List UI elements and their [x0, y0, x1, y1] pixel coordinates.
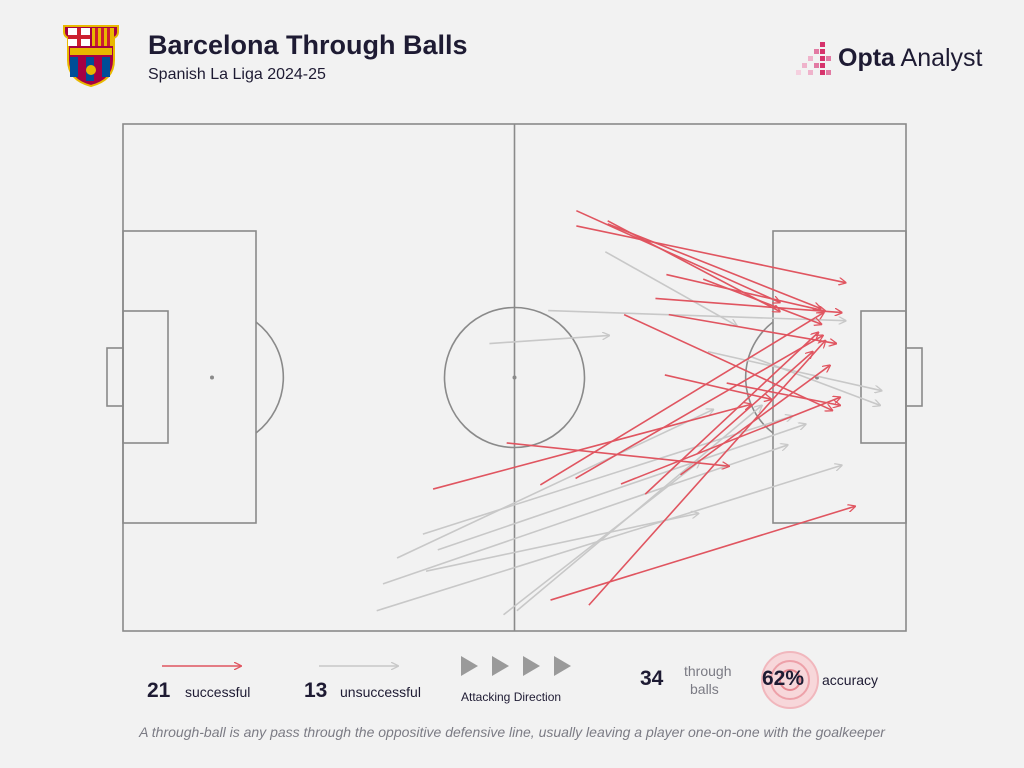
- accuracy-label: accuracy: [822, 672, 879, 688]
- left-six-yard-box: [122, 310, 169, 444]
- successful-pass-arrow-3: [576, 225, 845, 283]
- opta-analyst-logo: Opta Analyst: [796, 38, 983, 78]
- successful-pass-arrow-16: [588, 340, 825, 606]
- total-label-line2: balls: [690, 681, 719, 697]
- successful-pass-arrow-20: [696, 352, 813, 455]
- right-penalty-arc: [744, 321, 774, 434]
- barcelona-crest-icon: [63, 25, 119, 88]
- right-goal: [905, 347, 923, 407]
- total-label-line1: through: [684, 663, 732, 679]
- unsuccessful-pass-arrow-32: [425, 513, 698, 572]
- successful-count: 21: [147, 679, 171, 702]
- unsuccessful-pass-arrow-25: [707, 350, 882, 391]
- attacking-direction-icon: [461, 656, 571, 676]
- accuracy-value: 62%: [762, 667, 805, 690]
- unsuccessful-pass-arrow-34: [516, 405, 762, 612]
- unsuccessful-pass-arrow-24: [489, 335, 609, 345]
- successful-pass-arrow-5: [666, 273, 825, 312]
- successful-pass-arrow-4: [607, 223, 821, 309]
- unsuccessful-label: unsuccessful: [340, 684, 421, 700]
- page-title: Barcelona Through Balls: [148, 30, 468, 60]
- centre-spot: [512, 375, 517, 380]
- successful-pass-arrow-14: [539, 313, 823, 486]
- unsuccessful-pass-arrow-29: [437, 424, 806, 551]
- successful-pass-arrow-7: [702, 278, 821, 324]
- successful-pass-arrow-15: [575, 335, 823, 480]
- unsuccessful-pass-arrow-30: [382, 445, 788, 585]
- footnote: A through-ball is any pass through the o…: [139, 724, 885, 740]
- successful-pass-arrow-12: [432, 404, 751, 490]
- successful-pass-arrow-21: [550, 506, 856, 601]
- left-penalty-spot: [210, 375, 214, 380]
- successful-pass-arrow-1: [576, 209, 780, 303]
- left-goal: [106, 347, 124, 407]
- attacking-direction-label: Attacking Direction: [461, 690, 562, 704]
- page-subtitle: Spanish La Liga 2024-25: [148, 66, 326, 83]
- unsuccessful-pass-arrow-22: [604, 251, 737, 326]
- centre-circle: [443, 306, 586, 449]
- successful-pass-arrow-11: [726, 382, 841, 405]
- unsuccessful-pass-arrow-23: [548, 309, 846, 321]
- passes-layer: [376, 209, 882, 616]
- left-penalty-arc: [255, 321, 285, 434]
- successful-label: successful: [185, 684, 251, 700]
- successful-pass-arrow-10: [664, 374, 771, 399]
- accuracy-target-icon: [761, 651, 819, 709]
- successful-pass-arrow-6: [655, 297, 841, 312]
- total-count: 34: [640, 667, 664, 690]
- right-six-yard-box: [860, 310, 907, 444]
- unsuccessful-count: 13: [304, 679, 328, 702]
- pitch-lines: [106, 123, 923, 632]
- opta-pixel-icon: [796, 42, 831, 75]
- brand-name-light: Analyst: [894, 43, 983, 72]
- brand-name-bold: Opta: [838, 43, 895, 72]
- successful-pass-arrow-8: [668, 313, 837, 344]
- unsuccessful-pass-arrow-31: [376, 465, 842, 612]
- left-penalty-area: [122, 230, 257, 524]
- successful-pass-arrow-19: [680, 365, 830, 476]
- unsuccessful-pass-arrow-28: [422, 416, 793, 535]
- successful-pass-arrow-18: [644, 332, 818, 495]
- unsuccessful-pass-arrow-27: [396, 409, 713, 559]
- successful-pass-arrow-9: [623, 313, 832, 411]
- successful-pass-arrow-17: [620, 397, 840, 485]
- unsuccessful-pass-arrow-33: [503, 461, 701, 616]
